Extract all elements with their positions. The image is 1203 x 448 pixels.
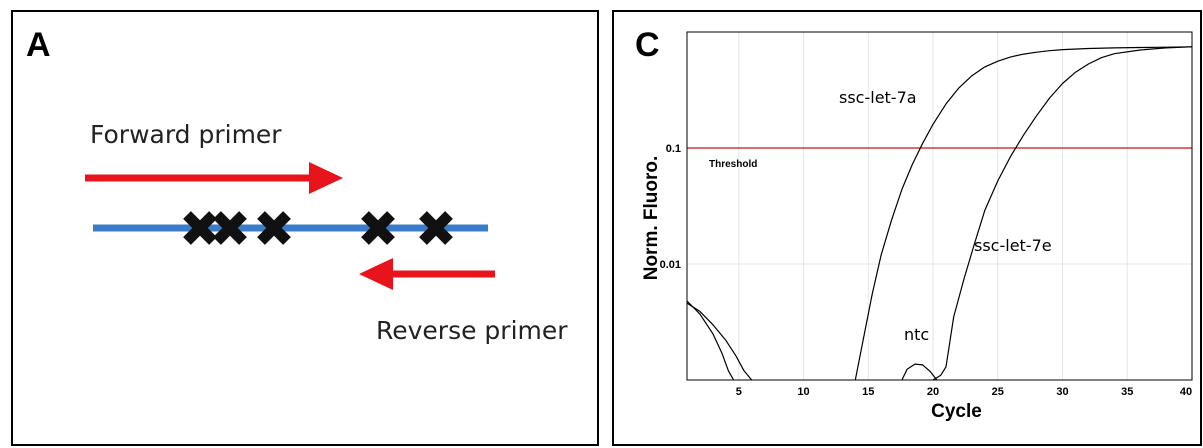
- baseline-curve-4: [686, 302, 753, 381]
- x-tick-label: 30: [1056, 386, 1068, 398]
- x-tick-label: 15: [862, 386, 874, 398]
- forward-primer-arrowhead: [309, 162, 343, 194]
- cross-icon: [419, 211, 453, 245]
- x-axis-title: Cycle: [931, 401, 982, 422]
- y-tick-label: 0.1: [666, 143, 681, 155]
- cross-icon: [213, 211, 247, 245]
- panel-a: A Forward primer Reverse primer: [11, 10, 599, 446]
- cross-icon: [361, 211, 395, 245]
- grid: [687, 32, 1193, 380]
- x-tick-label: 25: [992, 386, 1004, 398]
- amplification-chart: Threshold 5 10 15 20 25 30 35 40 0.1 0.01 ssc-let…: [641, 31, 1193, 422]
- y-axis-title: Norm. Fluoro.: [641, 156, 662, 281]
- primer-diagram: [85, 162, 495, 290]
- panel-letter-a: A: [26, 26, 51, 64]
- x-tick-label: 5: [736, 386, 742, 398]
- forward-primer-label: Forward primer: [90, 120, 282, 149]
- series-line-ntc: [901, 363, 938, 381]
- x-tick-label: 10: [797, 386, 809, 398]
- series-label-ssc-let-7e: ssc-let-7e: [974, 236, 1052, 255]
- tick-labels: 5 10 15 20 25 30 35 40 0.1 0.01: [660, 143, 1193, 398]
- x-tick-label: 20: [927, 386, 939, 398]
- series-label-ssc-let-7a: ssc-let-7a: [839, 88, 917, 107]
- series-labels: ssc-let-7a ssc-let-7e ntc: [839, 88, 1052, 344]
- reverse-primer-arrowhead: [359, 258, 393, 290]
- cross-icon: [183, 211, 217, 245]
- mismatch-marks: [183, 211, 453, 245]
- baseline-curve-3: [686, 300, 735, 381]
- y-tick-label: 0.01: [660, 259, 681, 271]
- x-tick-label: 40: [1180, 386, 1192, 398]
- panel-c: C Threshold 5 10 15 20 25 30 35 40 0.1 0.01 ssc-l…: [612, 10, 1202, 446]
- threshold-label: Threshold: [709, 159, 757, 170]
- series-lines: [686, 46, 1193, 381]
- x-tick-label: 35: [1121, 386, 1133, 398]
- cross-icon: [257, 211, 291, 245]
- reverse-primer-label: Reverse primer: [376, 316, 568, 345]
- plot-frame: [686, 31, 1193, 381]
- threshold: Threshold: [687, 147, 1192, 170]
- series-label-ntc: ntc: [904, 325, 929, 344]
- series-line-ssc-let-7a: [854, 46, 1193, 381]
- panel-letter-c: C: [635, 26, 660, 64]
- series-line-ssc-let-7e: [932, 46, 1193, 381]
